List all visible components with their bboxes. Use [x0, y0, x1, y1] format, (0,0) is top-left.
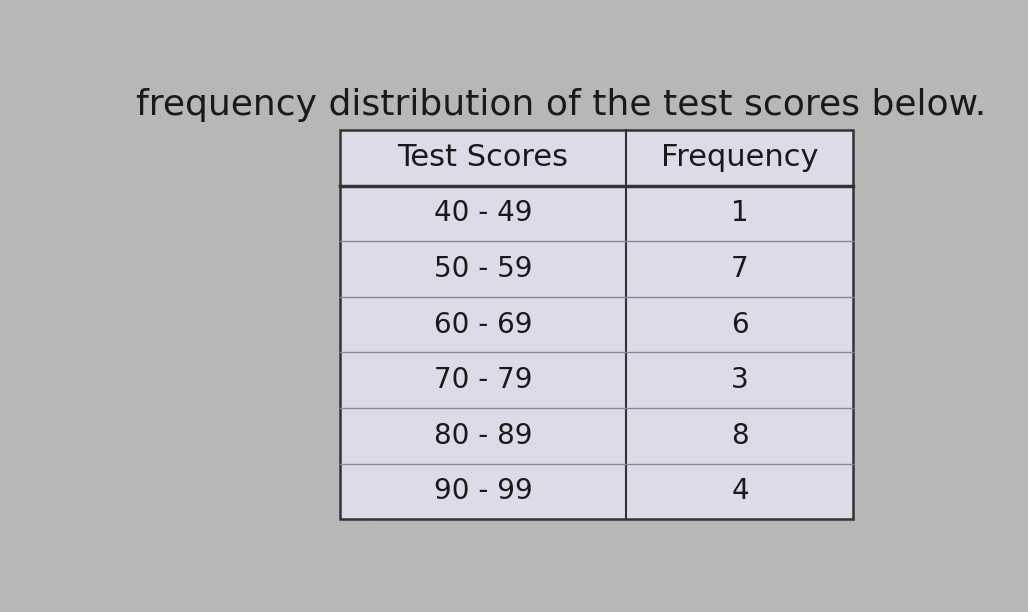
Text: 70 - 79: 70 - 79: [434, 366, 533, 394]
Text: Frequency: Frequency: [661, 143, 818, 173]
Text: 8: 8: [731, 422, 748, 450]
Text: Test Scores: Test Scores: [398, 143, 568, 173]
Text: 3: 3: [731, 366, 748, 394]
Text: frequency distribution of the test scores below.: frequency distribution of the test score…: [137, 88, 987, 122]
Text: 60 - 69: 60 - 69: [434, 311, 533, 338]
Text: 1: 1: [731, 200, 748, 228]
Text: 40 - 49: 40 - 49: [434, 200, 533, 228]
Text: 4: 4: [731, 477, 748, 506]
Bar: [339, 130, 853, 519]
Text: 7: 7: [731, 255, 748, 283]
Text: 80 - 89: 80 - 89: [434, 422, 533, 450]
Text: 6: 6: [731, 311, 748, 338]
Text: 50 - 59: 50 - 59: [434, 255, 533, 283]
Text: 90 - 99: 90 - 99: [434, 477, 533, 506]
